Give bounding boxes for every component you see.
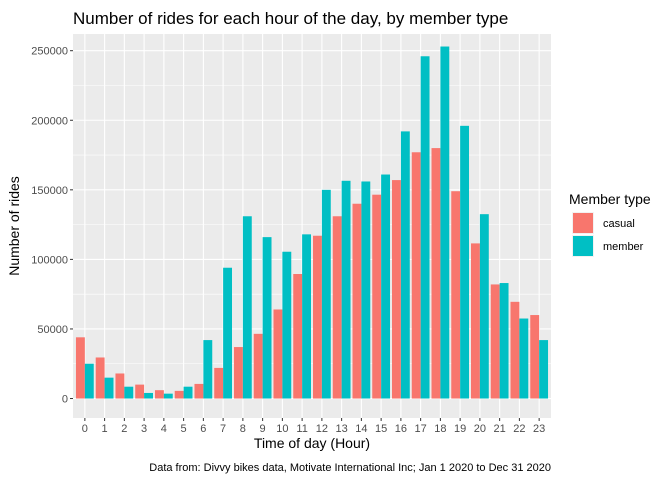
bar-member-2 <box>124 386 134 399</box>
bar-member-17 <box>420 56 430 399</box>
bar-casual-1 <box>95 357 105 399</box>
bar-casual-16 <box>391 180 401 399</box>
bar-member-10 <box>282 251 292 399</box>
y-tick-labels: 0 50000 100000 150000 200000 250000 <box>31 46 73 406</box>
x-tick-label: 6 <box>200 423 206 435</box>
bar-member-19 <box>460 125 470 399</box>
x-tick-label: 18 <box>434 423 446 435</box>
bar-casual-4 <box>154 390 164 399</box>
bar-casual-15 <box>372 194 382 399</box>
bar-casual-13 <box>332 216 342 399</box>
bar-casual-6 <box>194 383 204 399</box>
bar-member-21 <box>499 283 509 399</box>
x-tick-label: 12 <box>316 423 328 435</box>
bar-member-8 <box>242 216 252 399</box>
bar-casual-21 <box>490 284 500 399</box>
bar-casual-9 <box>253 333 263 399</box>
bar-member-16 <box>400 131 410 399</box>
x-tick-label: 8 <box>240 423 246 435</box>
x-tick-label: 23 <box>533 423 545 435</box>
x-axis-title: Time of day (Hour) <box>254 435 370 451</box>
bar-casual-17 <box>411 152 421 399</box>
bar-member-9 <box>262 237 272 399</box>
y-axis-title: Number of rides <box>6 176 22 276</box>
bar-member-22 <box>519 318 529 399</box>
x-tick-labels: 0 1 2 3 4 5 6 7 8 9 10 11 12 13 14 15 16 17 18 19 20 21 22 23 <box>82 418 545 435</box>
chart-caption: Data from: Divvy bikes data, Motivate In… <box>149 462 551 474</box>
bar-casual-7 <box>214 367 224 399</box>
bar-casual-12 <box>312 235 322 399</box>
x-tick-label: 16 <box>395 423 407 435</box>
bar-casual-22 <box>510 301 520 399</box>
x-tick-label: 20 <box>474 423 486 435</box>
bar-casual-0 <box>75 337 85 399</box>
bar-casual-11 <box>293 274 303 399</box>
x-tick-label: 13 <box>336 423 348 435</box>
bar-member-11 <box>302 234 312 399</box>
x-tick-label: 5 <box>181 423 187 435</box>
x-tick-label: 14 <box>355 423 367 435</box>
bar-member-3 <box>144 392 153 399</box>
y-tick-label: 50000 <box>37 324 68 336</box>
legend-title: Member type <box>569 191 651 207</box>
bar-casual-20 <box>471 243 480 399</box>
bar-casual-18 <box>431 148 441 399</box>
bar-casual-5 <box>174 390 184 399</box>
legend-key-casual <box>573 213 593 233</box>
bar-member-4 <box>163 393 173 399</box>
y-tick-label: 0 <box>62 394 68 406</box>
y-tick-label: 250000 <box>31 46 68 58</box>
bar-casual-8 <box>233 347 243 399</box>
bar-member-6 <box>203 340 213 399</box>
chart-title: Number of rides for each hour of the day… <box>73 9 508 28</box>
y-tick-label: 150000 <box>31 185 68 197</box>
legend-label-member: member <box>603 241 644 253</box>
x-tick-label: 11 <box>296 423 307 435</box>
bar-casual-14 <box>352 203 362 399</box>
y-tick-label: 200000 <box>31 115 68 127</box>
x-tick-label: 1 <box>102 423 108 435</box>
bar-member-0 <box>84 363 94 399</box>
legend: Member type casual member <box>569 191 651 257</box>
x-tick-label: 0 <box>82 423 88 435</box>
bar-member-20 <box>479 214 489 399</box>
bars <box>75 46 549 399</box>
x-tick-label: 7 <box>220 423 226 435</box>
legend-label-casual: casual <box>603 218 635 230</box>
legend-key-member <box>573 236 593 256</box>
bar-casual-2 <box>115 373 125 399</box>
x-tick-label: 4 <box>161 423 167 435</box>
bar-member-12 <box>321 189 331 399</box>
bar-member-13 <box>341 180 351 399</box>
bar-member-18 <box>440 46 450 399</box>
x-tick-label: 3 <box>141 423 147 435</box>
x-tick-label: 15 <box>375 423 387 435</box>
x-tick-label: 21 <box>494 423 506 435</box>
x-tick-label: 2 <box>121 423 127 435</box>
x-tick-label: 22 <box>513 423 525 435</box>
bar-member-15 <box>381 174 391 399</box>
x-tick-label: 17 <box>415 423 427 435</box>
x-tick-label: 10 <box>276 423 288 435</box>
bar-member-1 <box>104 377 114 399</box>
y-tick-label: 100000 <box>31 254 68 266</box>
bar-member-5 <box>183 386 193 399</box>
bar-casual-10 <box>273 309 283 399</box>
bar-casual-3 <box>135 384 145 399</box>
bar-member-14 <box>361 181 371 399</box>
bar-casual-23 <box>530 315 540 399</box>
x-tick-label: 9 <box>260 423 266 435</box>
bar-casual-19 <box>451 191 461 399</box>
bar-member-7 <box>223 267 233 399</box>
bar-member-23 <box>539 340 549 399</box>
x-tick-label: 19 <box>454 423 466 435</box>
